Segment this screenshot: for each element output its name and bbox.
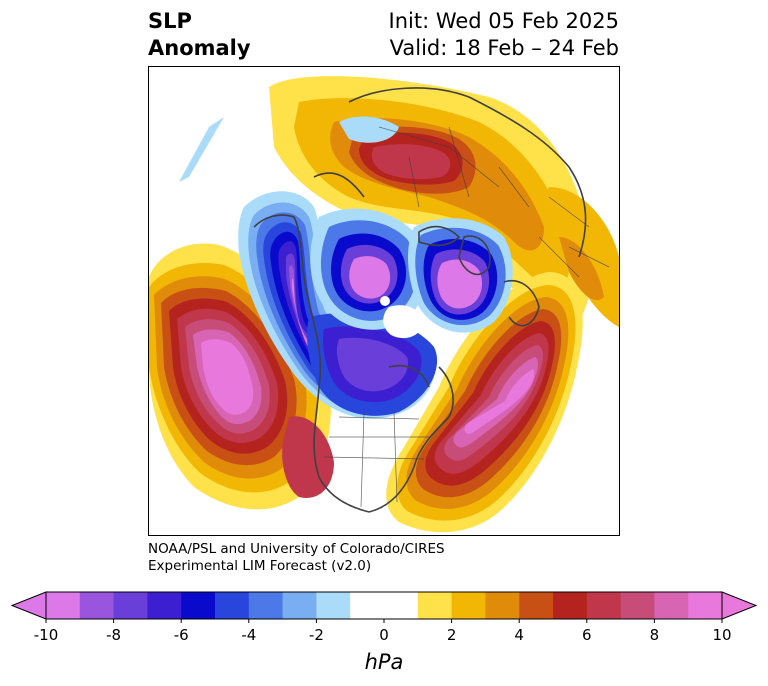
colorbar-high-extend [721,591,758,620]
colorbar-segment [79,592,115,619]
colorbar-segment [316,592,351,619]
colorbar-segment [417,592,453,619]
political-borders [323,126,610,508]
map-credits: NOAA/PSL and University of Colorado/CIRE… [148,541,445,575]
init-date: Init: Wed 05 Feb 2025 [388,9,619,33]
colorbar-segment [384,592,419,619]
colorbar-tick-label: 8 [649,626,660,644]
credits-line-1: NOAA/PSL and University of Colorado/CIRE… [148,541,445,557]
colorbar-tick-label: 0 [379,626,389,644]
colorbar-tick-labels: -10 -8 -6 -4 -2 0 2 4 6 8 10 [0,626,768,646]
colorbar-tick-label: 2 [446,626,457,644]
title-variable: SLP [148,9,192,33]
anomaly-map [148,66,620,536]
colorbar-tick-label: -4 [241,626,257,644]
colorbar-segment [586,592,622,619]
colorbar-segment [181,592,216,619]
colorbar-segment [282,592,317,619]
colorbar-segment [519,592,554,619]
valid-range: Valid: 18 Feb – 24 Feb [389,36,619,60]
colorbar-tick-label: -10 [33,626,59,644]
greenland-negative-fringe [179,116,399,182]
colorbar-segment [688,592,723,619]
forecast-dates: Init: Wed 05 Feb 2025 Valid: 18 Feb – 24… [389,8,619,62]
colorbar-segment [147,592,182,619]
colorbar [0,588,768,628]
colorbar-segment [215,592,250,619]
colorbar-unit: hPa [364,650,404,674]
colorbar-segment [553,592,588,619]
colorbar-tick-label: 4 [514,626,524,644]
coastlines [253,87,587,513]
colorbar-segment [248,592,284,619]
colorbar-tick-label: -6 [173,626,189,644]
title-field: Anomaly [148,36,251,60]
colorbar-segment [620,592,655,619]
map-title: SLP Anomaly [148,8,251,62]
colorbar-tick-label: -8 [106,626,122,644]
colorbar-low-extend [10,591,47,620]
near-zero-region [383,305,424,339]
credits-line-2: Experimental LIM Forecast (v2.0) [148,558,372,574]
arctic-negative-anomaly [310,208,427,330]
scandinavia-negative-anomaly [407,218,513,333]
colorbar-segment [113,592,148,619]
colorbar-tick-label: 10 [712,626,732,644]
colorbar-tick-label: -2 [308,626,324,644]
colorbar-segment [654,592,689,619]
colorbar-svg [10,591,758,623]
colorbar-tick-label: 6 [582,626,592,644]
anomaly-map-svg [149,76,619,533]
colorbar-segment [46,592,81,619]
colorbar-segment [485,592,520,619]
colorbar-segment [451,592,486,619]
north-atlantic-positive-anomaly [386,187,619,533]
colorbar-segment [350,592,385,619]
